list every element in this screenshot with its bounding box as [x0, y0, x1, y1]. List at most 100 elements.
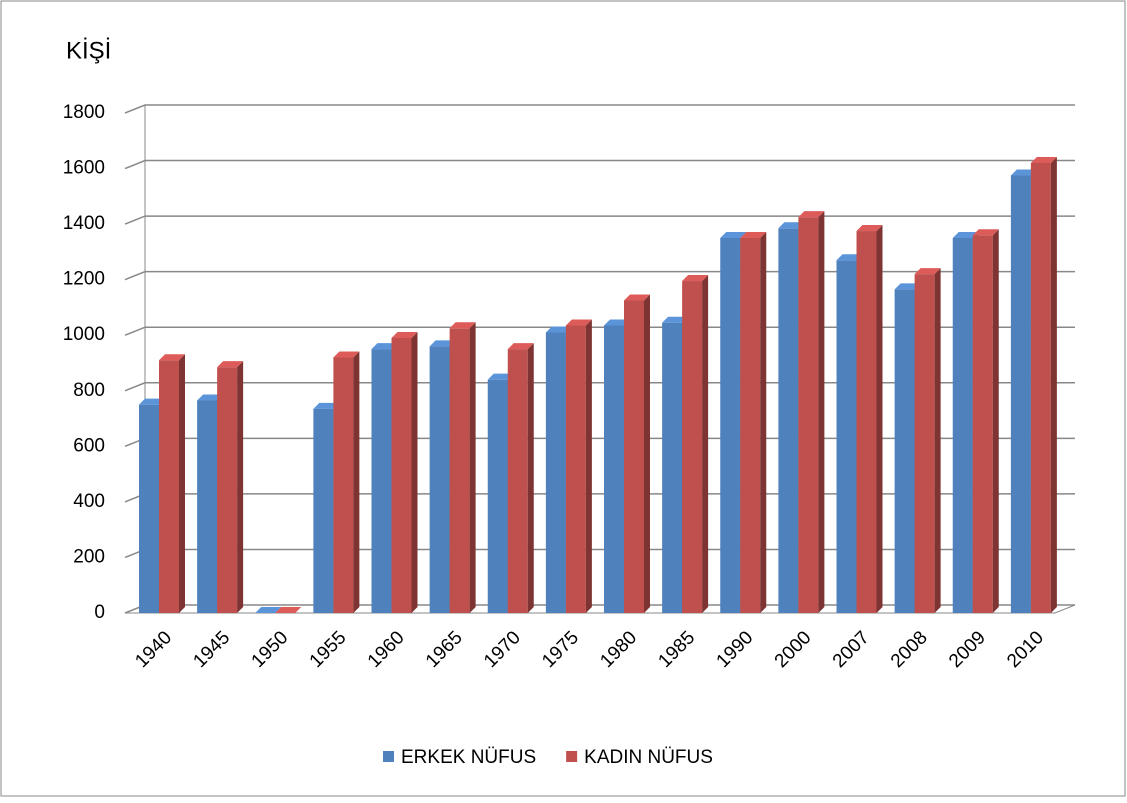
bar-top	[565, 319, 592, 326]
y-tick-label: 600	[73, 435, 105, 456]
bar-top	[798, 211, 825, 218]
bar-top	[836, 254, 863, 261]
bar-front	[545, 332, 566, 613]
bar-front	[952, 238, 973, 613]
bar	[333, 351, 360, 613]
bar-top	[333, 351, 360, 358]
bar-side	[644, 294, 650, 613]
bar-front	[914, 274, 935, 613]
bar-side	[179, 354, 185, 613]
bar-top	[914, 268, 941, 275]
bar-top	[952, 232, 979, 238]
bar	[255, 607, 282, 613]
bar-front	[159, 360, 179, 613]
bar-front	[429, 346, 450, 613]
bar-front	[662, 322, 683, 613]
bar-top	[740, 232, 767, 238]
bar-front	[836, 260, 857, 613]
bar-top	[856, 225, 883, 232]
bar-front	[565, 325, 586, 613]
bar-top	[487, 373, 514, 380]
bar-top	[778, 222, 805, 229]
y-tick-label: 1800	[63, 102, 105, 123]
bar	[449, 322, 476, 613]
bar	[624, 294, 650, 613]
bar-side	[237, 361, 244, 613]
bar-front	[507, 349, 528, 613]
y-axis-label: KİŞİ	[66, 37, 111, 64]
bar-front	[1030, 163, 1051, 613]
y-tick-label: 400	[73, 491, 105, 512]
bar-side	[527, 343, 534, 613]
bar-top	[624, 294, 650, 301]
bar-top	[682, 275, 709, 282]
bar	[275, 607, 302, 613]
bar-front	[682, 281, 703, 613]
bar-side	[702, 275, 709, 613]
bar-front	[894, 289, 915, 613]
bar	[856, 225, 883, 614]
legend-label: ERKEK NÜFUS	[401, 747, 536, 768]
bar-side	[469, 322, 476, 613]
bar-front	[778, 228, 799, 613]
grid-line	[124, 159, 1075, 170]
y-tick-label: 1400	[63, 213, 105, 234]
bar-side	[992, 229, 999, 613]
bar-front	[798, 217, 819, 613]
bar-side	[411, 332, 418, 613]
bar-front	[313, 408, 334, 613]
bar-front	[487, 379, 508, 613]
bar-top	[429, 340, 456, 347]
bar-side	[585, 319, 592, 613]
bar-side	[353, 351, 360, 613]
bar-front	[740, 238, 761, 613]
bar-top	[139, 398, 165, 405]
bar-top	[255, 607, 282, 613]
bar-side	[760, 232, 767, 613]
bar-top	[720, 232, 747, 238]
bar-front	[624, 300, 644, 613]
legend-swatch	[383, 751, 394, 762]
bar-front	[333, 357, 354, 613]
bar-side	[1050, 157, 1057, 613]
bar-top	[894, 283, 921, 290]
y-tick-label: 1600	[63, 158, 105, 179]
bar-side	[818, 211, 825, 613]
bar-top	[275, 607, 302, 613]
legend-swatch	[566, 751, 578, 762]
bar-top	[371, 343, 398, 350]
bar	[159, 354, 185, 613]
bar-front	[449, 328, 470, 613]
bar-side	[876, 225, 883, 614]
bar-top	[662, 316, 689, 323]
bar	[391, 332, 418, 613]
bar	[972, 229, 999, 613]
bar-front	[217, 367, 238, 613]
bar-front	[972, 235, 993, 613]
bar-front	[197, 400, 218, 613]
y-tick-label: 0	[94, 602, 105, 623]
bar-top	[604, 319, 630, 326]
bar-top	[449, 322, 476, 329]
bar-top	[391, 332, 418, 338]
bar-front	[371, 349, 392, 613]
y-tick-label: 200	[73, 546, 105, 567]
y-tick-label: 800	[73, 380, 105, 401]
bar-top	[217, 361, 244, 368]
bar-top	[507, 343, 534, 350]
bar-front	[720, 238, 741, 613]
bar	[740, 232, 767, 613]
legend-label: KADIN NÜFUS	[584, 747, 713, 768]
bar-front	[139, 404, 159, 613]
bar-side	[934, 268, 941, 613]
bar	[682, 275, 709, 613]
grid-line	[124, 215, 1075, 225]
bar	[798, 211, 825, 613]
bar-top	[1010, 169, 1037, 176]
bar-front	[1010, 175, 1031, 613]
bar-top	[1030, 157, 1057, 163]
bar-top	[545, 326, 572, 333]
grid-line	[124, 104, 1075, 114]
bar-top	[972, 229, 999, 236]
y-tick-label: 1000	[63, 324, 105, 345]
